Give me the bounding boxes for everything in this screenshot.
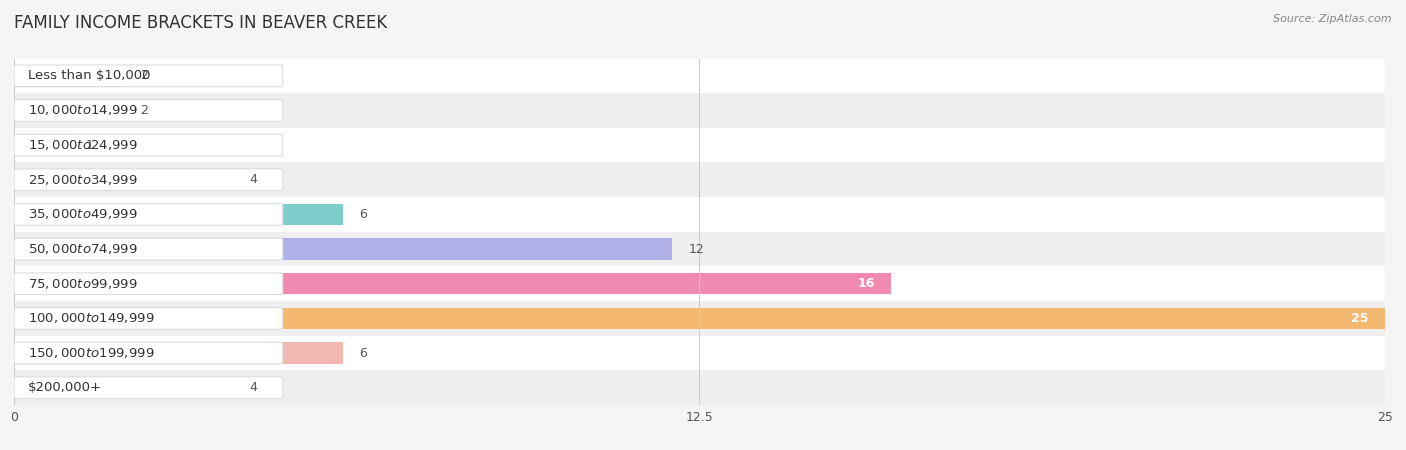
Bar: [14, 238, 672, 260]
Text: 6: 6: [360, 208, 367, 221]
Text: 16: 16: [858, 277, 875, 290]
FancyBboxPatch shape: [14, 238, 283, 260]
Bar: [14, 93, 1385, 128]
FancyBboxPatch shape: [14, 273, 283, 295]
Text: Less than $10,000: Less than $10,000: [28, 69, 150, 82]
Bar: [14, 58, 1385, 93]
Bar: [14, 162, 1385, 197]
FancyBboxPatch shape: [14, 203, 283, 225]
FancyBboxPatch shape: [14, 342, 283, 364]
Text: $75,000 to $99,999: $75,000 to $99,999: [28, 277, 138, 291]
Text: $25,000 to $34,999: $25,000 to $34,999: [28, 173, 138, 187]
Bar: [14, 135, 69, 156]
Text: $100,000 to $149,999: $100,000 to $149,999: [28, 311, 155, 325]
Text: Source: ZipAtlas.com: Source: ZipAtlas.com: [1274, 14, 1392, 23]
FancyBboxPatch shape: [14, 377, 283, 399]
Bar: [14, 128, 1385, 162]
FancyBboxPatch shape: [14, 65, 283, 87]
Text: 4: 4: [250, 173, 257, 186]
Bar: [14, 204, 343, 225]
Text: $150,000 to $199,999: $150,000 to $199,999: [28, 346, 155, 360]
Text: 12: 12: [689, 243, 704, 256]
Bar: [14, 169, 233, 190]
Text: 25: 25: [1351, 312, 1368, 325]
FancyBboxPatch shape: [14, 169, 283, 191]
Text: 2: 2: [141, 104, 148, 117]
FancyBboxPatch shape: [14, 134, 283, 156]
Text: FAMILY INCOME BRACKETS IN BEAVER CREEK: FAMILY INCOME BRACKETS IN BEAVER CREEK: [14, 14, 387, 32]
Text: $10,000 to $14,999: $10,000 to $14,999: [28, 104, 138, 117]
Bar: [14, 100, 124, 121]
Bar: [14, 301, 1385, 336]
Bar: [14, 273, 891, 294]
FancyBboxPatch shape: [14, 99, 283, 122]
Bar: [14, 266, 1385, 301]
Text: $35,000 to $49,999: $35,000 to $49,999: [28, 207, 138, 221]
Text: $200,000+: $200,000+: [28, 381, 101, 394]
Bar: [14, 65, 124, 86]
Text: 1: 1: [86, 139, 93, 152]
FancyBboxPatch shape: [14, 307, 283, 329]
Bar: [14, 342, 343, 364]
Text: 4: 4: [250, 381, 257, 394]
Bar: [14, 336, 1385, 370]
Bar: [14, 197, 1385, 232]
Bar: [14, 232, 1385, 266]
Bar: [14, 377, 233, 398]
Bar: [14, 370, 1385, 405]
Text: $15,000 to $24,999: $15,000 to $24,999: [28, 138, 138, 152]
Text: $50,000 to $74,999: $50,000 to $74,999: [28, 242, 138, 256]
Text: 6: 6: [360, 346, 367, 360]
Text: 2: 2: [141, 69, 148, 82]
Bar: [14, 308, 1385, 329]
